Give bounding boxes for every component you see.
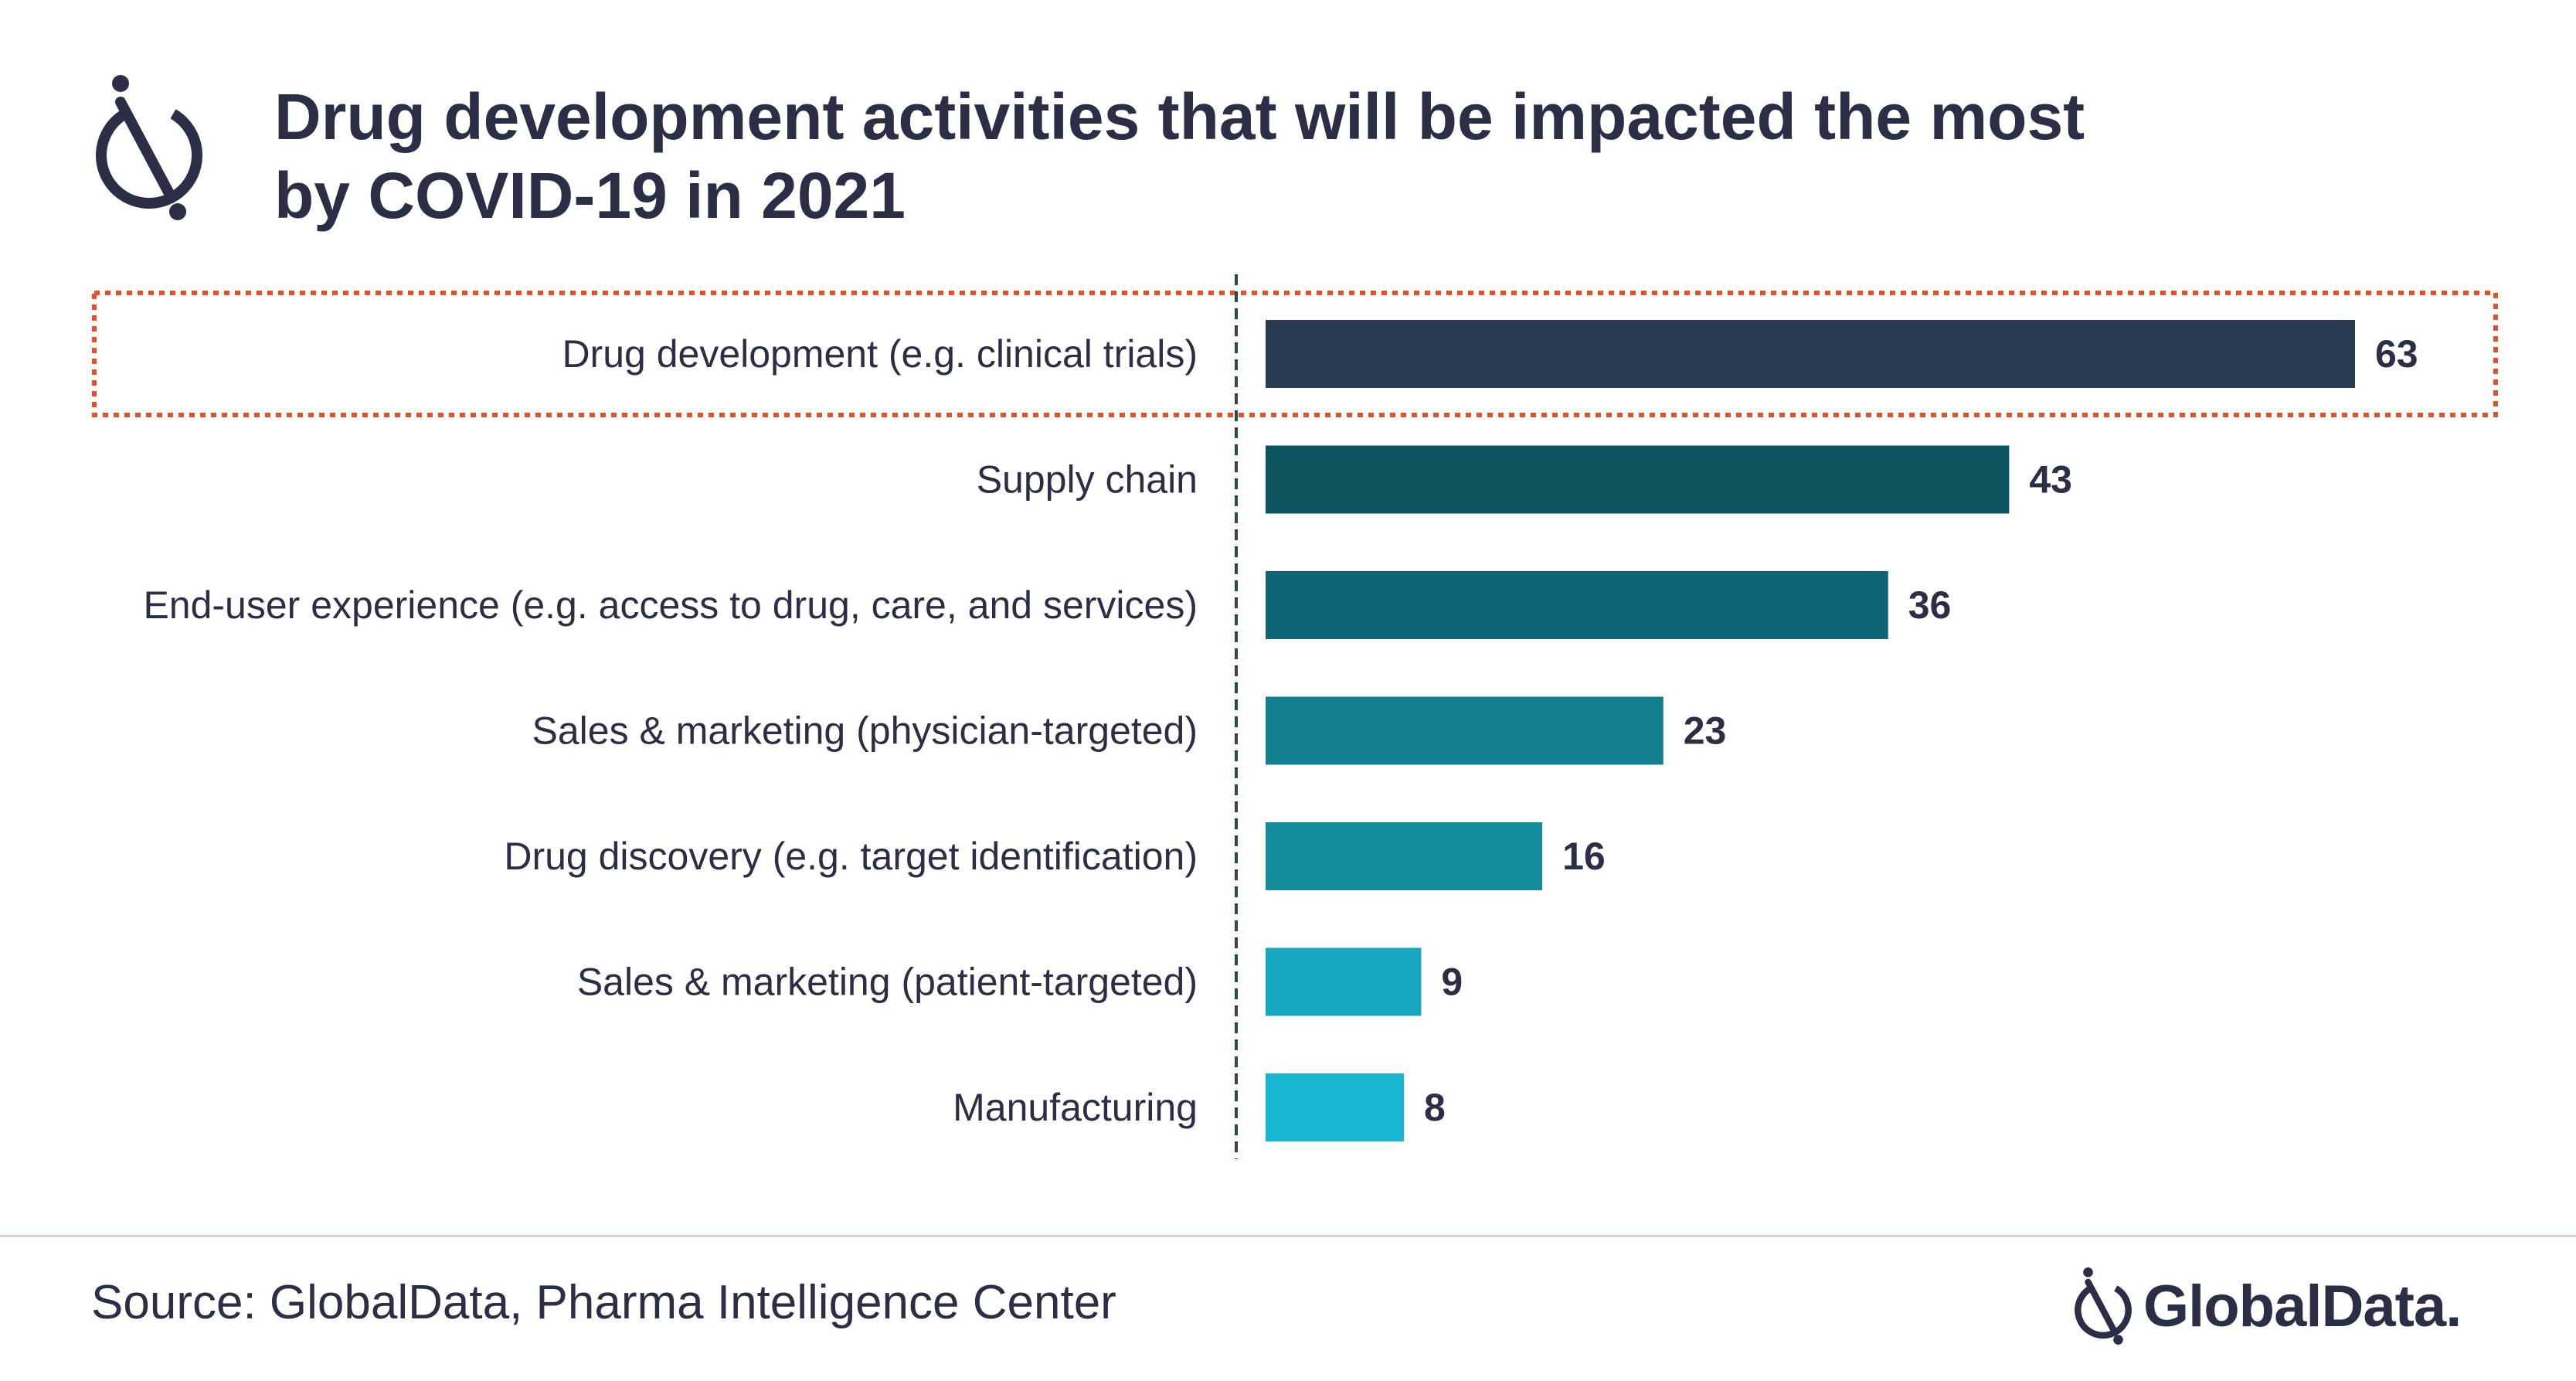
bar (1266, 1073, 1405, 1141)
bar (1266, 571, 1888, 639)
chart-title-line-1: Drug development activities that will be… (274, 80, 2085, 153)
bar (1266, 696, 1664, 765)
value-label: 16 (1562, 835, 1606, 878)
chart-title-line-2: by COVID-19 in 2021 (274, 159, 906, 232)
globaldata-brand: GlobalData. (2071, 1267, 2462, 1345)
category-label: Manufacturing (953, 1086, 1198, 1129)
category-label: End-user experience (e.g. access to drug… (143, 583, 1198, 627)
brand-name: GlobalData. (2143, 1273, 2462, 1339)
value-label: 23 (1684, 709, 1727, 753)
category-label: Sales & marketing (physician-targeted) (532, 709, 1198, 753)
bar (1266, 822, 1543, 890)
globaldata-logo-icon (96, 75, 202, 220)
value-label: 43 (2029, 458, 2072, 502)
value-label: 9 (1441, 961, 1463, 1004)
bar (1266, 320, 2355, 388)
source-note: Source: GlobalData, Pharma Intelligence … (91, 1276, 1116, 1329)
chart-title: Drug development activities that will be… (274, 77, 2283, 235)
footer-divider (0, 1235, 2576, 1237)
category-label: Sales & marketing (patient-targeted) (577, 961, 1198, 1004)
bar (1266, 445, 2010, 514)
value-label: 36 (1908, 583, 1952, 627)
value-label: 8 (1424, 1086, 1446, 1129)
highlight-box (92, 291, 2498, 417)
category-label: Drug discovery (e.g. target identificati… (504, 835, 1198, 878)
bar (1266, 947, 1422, 1016)
category-label: Drug development (e.g. clinical trials) (562, 332, 1198, 376)
value-label: 63 (2375, 332, 2418, 376)
category-label: Supply chain (977, 458, 1198, 502)
globaldata-logo-icon (2075, 1267, 2132, 1345)
bar-chart: Drug development (e.g. clinical trials) 6… (92, 274, 2498, 1159)
